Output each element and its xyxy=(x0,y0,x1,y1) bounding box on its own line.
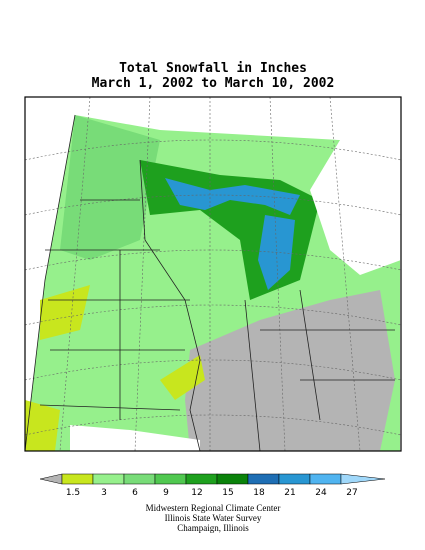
title-line: March 1, 2002 to March 10, 2002 xyxy=(92,76,335,91)
snow-area xyxy=(25,400,60,451)
colorbar-segment xyxy=(185,473,218,485)
colorbar-tick-label: 21 xyxy=(284,488,295,498)
map xyxy=(24,96,402,452)
colorbar-tick-label: 15 xyxy=(222,488,233,498)
colorbar-tick-label: 12 xyxy=(191,488,202,498)
title-line: Total Snowfall in Inches xyxy=(119,61,307,76)
colorbar-arrow xyxy=(39,473,63,485)
snow-area xyxy=(60,115,160,260)
colorbar-segment xyxy=(92,473,125,485)
no-data xyxy=(310,140,401,275)
credit-line: Champaign, Illinois xyxy=(177,523,249,533)
no-data xyxy=(75,97,401,140)
colorbar-tick-label: 24 xyxy=(315,488,327,498)
colorbar-segment xyxy=(278,473,311,485)
colorbar-segment xyxy=(123,473,156,485)
colorbar-tick-label: 1.5 xyxy=(66,488,80,498)
colorbar-tick-label: 9 xyxy=(163,488,169,498)
colorbar-segment xyxy=(247,473,280,485)
colorbar-segment xyxy=(216,473,249,485)
credit-line: Illinois State Water Survey xyxy=(165,513,262,523)
colorbar-tick-label: 3 xyxy=(101,488,107,498)
colorbar-segment xyxy=(309,473,342,485)
credit-line: Midwestern Regional Climate Center xyxy=(146,503,281,513)
no-data xyxy=(70,425,200,451)
colorbar-tick-label: 6 xyxy=(132,488,138,498)
colorbar-tick-label: 18 xyxy=(253,488,265,498)
snow-area xyxy=(160,355,205,400)
colorbar-segment xyxy=(154,473,187,485)
snow-area xyxy=(40,285,90,340)
colorbar-arrow xyxy=(340,473,386,485)
colorbar-tick-label: 27 xyxy=(346,488,357,498)
map-frame xyxy=(24,96,402,452)
colorbar-segment xyxy=(61,473,94,485)
lake-snow xyxy=(165,178,300,215)
colorbar: 1.5 3 6 9 12 15 18 21 24 27 xyxy=(39,473,386,498)
